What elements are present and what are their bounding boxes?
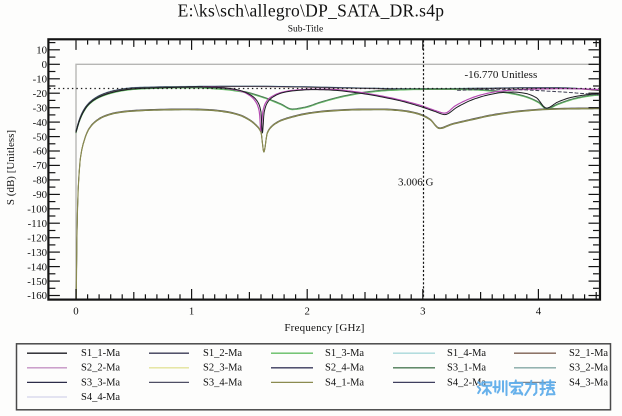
svg-text:-40: -40	[33, 117, 47, 129]
svg-text:-10: -10	[33, 73, 47, 85]
svg-text:-16.770 Unitless: -16.770 Unitless	[465, 69, 538, 81]
svg-text:S (dB) [Unitless]: S (dB) [Unitless]	[5, 130, 17, 205]
svg-text:3.006 G: 3.006 G	[398, 177, 434, 189]
svg-text:S1_1-Ma: S1_1-Ma	[81, 348, 120, 359]
svg-text:S2_4-Ma: S2_4-Ma	[325, 363, 364, 374]
svg-text:3: 3	[420, 305, 425, 317]
svg-text:S2_3-Ma: S2_3-Ma	[203, 363, 242, 374]
svg-text:-130: -130	[27, 247, 47, 259]
svg-text:S4_2-Ma: S4_2-Ma	[447, 377, 486, 388]
svg-text:-100: -100	[27, 204, 47, 216]
svg-text:S1_2-Ma: S1_2-Ma	[203, 348, 242, 359]
svg-text:S3_3-Ma: S3_3-Ma	[81, 377, 120, 388]
svg-text:S1_4-Ma: S1_4-Ma	[447, 348, 486, 359]
svg-text:S2_2-Ma: S2_2-Ma	[81, 363, 120, 374]
svg-text:4: 4	[536, 305, 542, 317]
svg-text:0: 0	[42, 59, 47, 71]
svg-text:S1_3-Ma: S1_3-Ma	[325, 348, 364, 359]
svg-text:2: 2	[304, 305, 309, 317]
svg-text:-140: -140	[27, 261, 47, 273]
svg-text:S4_3-Ma: S4_3-Ma	[569, 377, 608, 388]
svg-text:-90: -90	[33, 189, 47, 201]
svg-text:1: 1	[189, 305, 194, 317]
svg-text:0: 0	[73, 305, 78, 317]
svg-text:-30: -30	[33, 102, 47, 114]
svg-text:-120: -120	[27, 232, 47, 244]
svg-text:S4_4-Ma: S4_4-Ma	[81, 392, 120, 403]
svg-text:E:\ks\sch\allegro\DP_SATA_DR.s: E:\ks\sch\allegro\DP_SATA_DR.s4p	[178, 0, 445, 20]
svg-text:Frequency [GHz]: Frequency [GHz]	[284, 322, 364, 334]
svg-text:-80: -80	[33, 175, 47, 187]
svg-text:-160: -160	[27, 290, 47, 302]
svg-text:-110: -110	[28, 218, 47, 230]
svg-text:-20: -20	[33, 88, 47, 100]
svg-text:S3_2-Ma: S3_2-Ma	[569, 363, 608, 374]
svg-text:S3_4-Ma: S3_4-Ma	[203, 377, 242, 388]
svg-text:10: 10	[36, 45, 47, 57]
svg-text:S3_1-Ma: S3_1-Ma	[447, 363, 486, 374]
svg-text:-70: -70	[33, 160, 47, 172]
svg-text:S2_1-Ma: S2_1-Ma	[569, 348, 608, 359]
svg-text:-60: -60	[33, 146, 47, 158]
svg-text:S4_1-Ma: S4_1-Ma	[325, 377, 364, 388]
svg-text:-50: -50	[33, 131, 47, 143]
svg-text:-150: -150	[27, 276, 47, 288]
svg-text:Sub-Title: Sub-Title	[288, 25, 324, 35]
